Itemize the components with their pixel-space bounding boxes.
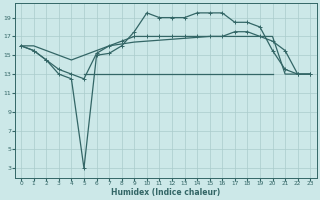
X-axis label: Humidex (Indice chaleur): Humidex (Indice chaleur) [111,188,220,197]
